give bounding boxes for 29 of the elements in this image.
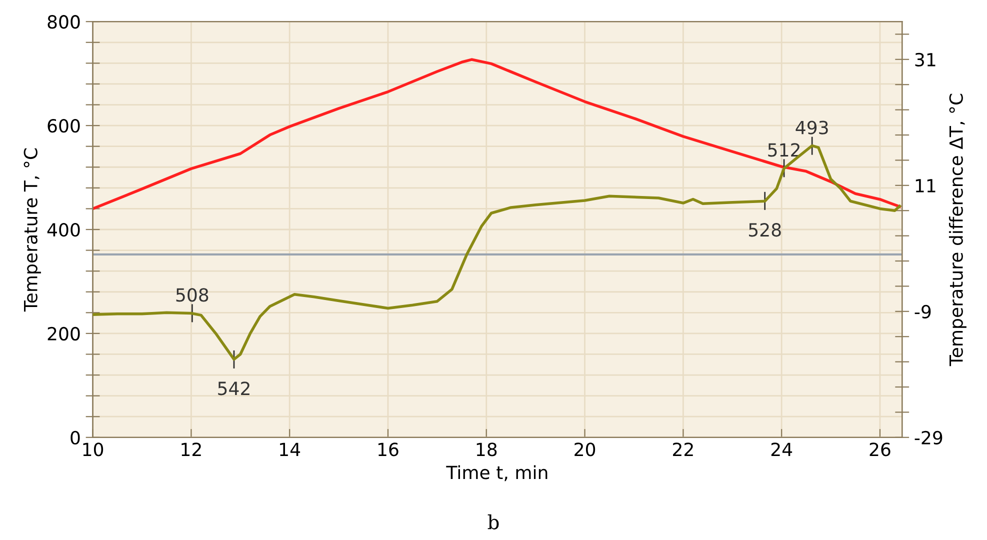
annotation: 542 [218, 382, 250, 396]
y-tick-label: 600 [48, 119, 80, 133]
y-axis-title: Temperature T, °C [24, 148, 41, 312]
x-tick-label: 22 [673, 442, 693, 456]
x-tick-label: 20 [574, 442, 596, 456]
y-tick-label: 0 [70, 430, 80, 445]
x-tick-label: 26 [870, 442, 890, 456]
x-axis-title: Time t, min [446, 465, 548, 482]
y-tick-label: 400 [47, 222, 80, 237]
x-tick-label: 14 [280, 442, 300, 456]
annotation: 493 [796, 120, 828, 134]
x-tick-label: 10 [83, 442, 104, 456]
y2-tick-label: 11 [916, 179, 936, 192]
y2-tick-label: 31 [915, 52, 936, 67]
x-tick-label: 24 [771, 442, 792, 456]
y2-tick-label: -29 [914, 430, 942, 445]
annotation: 528 [749, 223, 781, 237]
line-series [92, 58, 902, 210]
y2-axis-title: Temperature difference ΔT, °C [948, 94, 966, 366]
x-tick-label: 18 [476, 442, 497, 456]
line-series [92, 144, 902, 361]
y2-tick-label: -9 [914, 304, 931, 319]
y-tick-label: 200 [48, 326, 80, 341]
y-tick-label: 800 [48, 15, 80, 29]
x-tick-label: 16 [378, 442, 398, 456]
annotation: 508 [176, 288, 208, 302]
annotation: 512 [768, 143, 800, 157]
x-tick-label: 12 [182, 442, 201, 456]
text: b [488, 514, 499, 530]
